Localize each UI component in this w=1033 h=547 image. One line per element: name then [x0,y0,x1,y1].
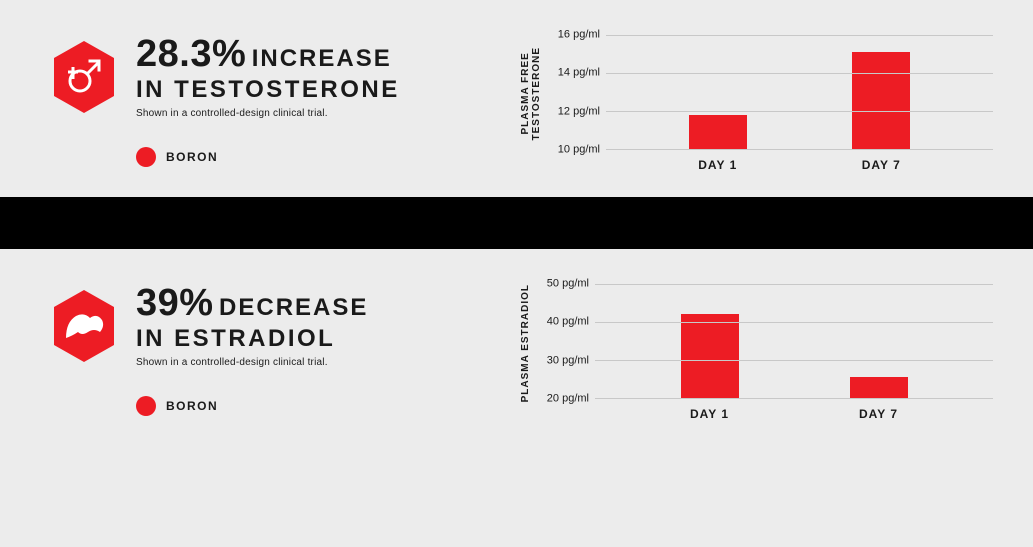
chart2-plot: 50 pg/ml40 pg/ml30 pg/ml20 pg/ml [537,284,993,399]
chart2-yticks: 50 pg/ml40 pg/ml30 pg/ml20 pg/ml [537,284,595,399]
bar [681,314,739,398]
muscle-icon [50,288,118,364]
bar [850,377,908,398]
panel1-subtext: Shown in a controlled-design clinical tr… [136,108,490,119]
ytick: 16 pg/ml [558,30,600,41]
panel2-legend: BORON [136,396,490,416]
xlabel: DAY 7 [852,158,910,172]
panel2-chart: PLASMA ESTRADIOL 50 pg/ml40 pg/ml30 pg/m… [520,284,993,422]
headline-line2: IN ESTRADIOL [136,326,490,351]
bar [852,52,910,149]
chart2-xlabels: DAY 1 DAY 7 [595,399,993,421]
ytick: 30 pg/ml [547,355,589,366]
gridline [595,398,993,399]
ytick: 12 pg/ml [558,106,600,117]
gridline [595,360,993,361]
divider [0,197,1033,249]
xlabel: DAY 1 [689,158,747,172]
ytick: 20 pg/ml [547,394,589,405]
headline-word: INCREASE [252,45,392,72]
panel1-chart: PLASMA FREE TESTOSTERONE 16 pg/ml14 pg/m… [520,35,993,172]
panel2-text: 39% DECREASE IN ESTRADIOL Shown in a con… [136,284,490,416]
pct-value: 28.3% [136,33,246,75]
panel-estradiol: 39% DECREASE IN ESTRADIOL Shown in a con… [0,249,1033,447]
chart2-wrap: 50 pg/ml40 pg/ml30 pg/ml20 pg/ml DAY 1DA… [537,284,993,421]
legend-label: BORON [166,150,218,164]
gridline [606,73,993,74]
chart1-wrap: 16 pg/ml14 pg/ml12 pg/ml10 pg/ml DAY 1DA… [548,35,993,172]
panel1-text: 28.3% INCREASE IN TESTOSTERONE Shown in … [136,35,490,167]
bar [689,115,747,149]
gridline [606,111,993,112]
xlabel: DAY 1 [681,407,739,421]
gender-icon [50,39,118,115]
ytick: 10 pg/ml [558,145,600,156]
panel1-headline: 28.3% INCREASE IN TESTOSTERONE [136,35,490,102]
chart1-xlabels: DAY 1 DAY 7 [606,150,993,172]
panel-testosterone: 28.3% INCREASE IN TESTOSTERONE Shown in … [0,0,1033,197]
gridline [595,284,993,285]
legend-label: BORON [166,399,218,413]
legend-dot [136,147,156,167]
panel1-legend: BORON [136,147,490,167]
gridline [606,35,993,36]
gridline [606,149,993,150]
xlabel: DAY 7 [850,407,908,421]
panel1-left: 28.3% INCREASE IN TESTOSTERONE Shown in … [50,35,490,167]
panel2-subtext: Shown in a controlled-design clinical tr… [136,357,490,368]
panel2-left: 39% DECREASE IN ESTRADIOL Shown in a con… [50,284,490,416]
legend-dot [136,396,156,416]
chart1-grid [606,35,993,150]
ytick: 40 pg/ml [547,317,589,328]
ytick: 14 pg/ml [558,68,600,79]
chart2-grid [595,284,993,399]
chart1-yticks: 16 pg/ml14 pg/ml12 pg/ml10 pg/ml [548,35,606,150]
chart1-plot: 16 pg/ml14 pg/ml12 pg/ml10 pg/ml [548,35,993,150]
chart1-ylabel: PLASMA FREE TESTOSTERONE [520,47,542,141]
gridline [595,322,993,323]
chart1-bars [606,35,993,149]
ytick: 50 pg/ml [547,279,589,290]
headline-word: DECREASE [219,294,368,321]
chart2-bars [595,284,993,398]
panel2-headline: 39% DECREASE IN ESTRADIOL [136,284,490,351]
pct-value: 39% [136,282,214,324]
headline-line2: IN TESTOSTERONE [136,77,490,102]
chart2-ylabel: PLASMA ESTRADIOL [520,284,531,402]
